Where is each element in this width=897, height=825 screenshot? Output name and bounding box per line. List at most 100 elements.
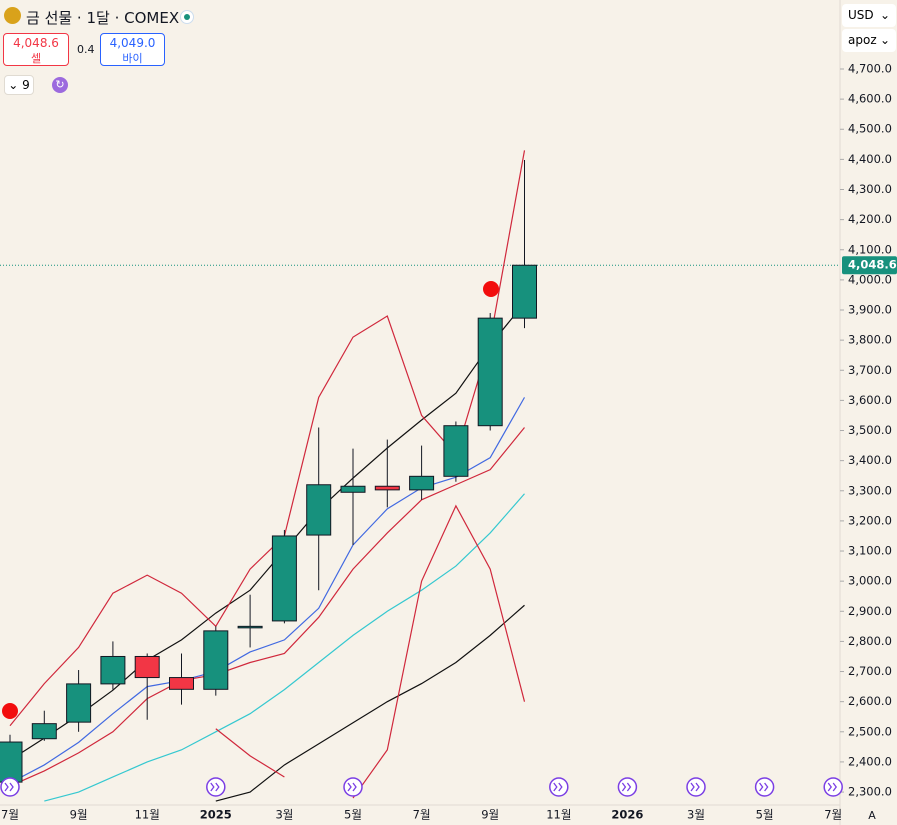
candle-body	[409, 475, 435, 491]
x-tick-label: 11월	[546, 808, 571, 822]
y-tick-label: 2,400.0	[848, 754, 892, 768]
currency: USD	[848, 8, 874, 22]
y-tick-label: 4,000.0	[848, 272, 892, 286]
y-tick-label: 4,500.0	[848, 122, 892, 136]
indicator-toggle[interactable]: ⌄ 9	[4, 75, 34, 95]
candle-body	[443, 425, 469, 477]
signal-marker	[483, 281, 499, 297]
event-icon	[754, 777, 775, 797]
candle-body	[203, 630, 229, 690]
x-tick-label: 5월	[344, 808, 362, 822]
y-tick-label: 3,300.0	[848, 483, 892, 497]
indicator-line	[44, 493, 525, 802]
event-icon-glyph	[210, 782, 220, 792]
buy-label: 바이	[122, 52, 143, 65]
candle-body	[271, 535, 297, 622]
x-tick-label: 7월	[1, 808, 19, 822]
symbol-title[interactable]: 금 선물 · 1달 · COMEX	[26, 9, 180, 27]
event-icon	[206, 777, 226, 797]
x-tick-label: 2025	[200, 808, 232, 822]
y-tick-label: 4,400.0	[848, 152, 892, 166]
y-tick-label: 3,000.0	[848, 574, 892, 588]
y-tick-label: 2,800.0	[848, 634, 892, 648]
y-tick-label: 3,500.0	[848, 423, 892, 437]
y-tick-label: 2,700.0	[848, 664, 892, 678]
sell-price: 4,048.6	[13, 36, 59, 50]
indicator-line	[9, 302, 525, 761]
event-icon-glyph	[621, 782, 632, 792]
event-icon	[686, 777, 706, 797]
x-tick-label: 2026	[611, 808, 643, 822]
last-price-label: 4,048.6	[848, 258, 897, 272]
y-tick-label: 4,100.0	[848, 242, 892, 256]
candle-body	[306, 484, 332, 536]
event-icon-glyph	[4, 782, 14, 792]
y-tick-label: 2,500.0	[848, 724, 892, 738]
y-tick-label: 4,300.0	[848, 182, 892, 196]
y-tick-label: 2,900.0	[848, 604, 892, 618]
candle-body	[134, 655, 160, 679]
indicator-line	[9, 427, 525, 787]
symbol-icon	[4, 7, 21, 24]
event-icon	[343, 777, 363, 797]
indicator-count: 9	[22, 78, 30, 92]
indicator-line	[215, 604, 525, 802]
candle-body	[66, 683, 92, 723]
y-tick-label: 3,200.0	[848, 513, 892, 527]
candle-body	[340, 485, 366, 493]
x-tick-label: 3월	[687, 808, 705, 822]
x-tick-label: 9월	[481, 808, 499, 822]
candle-body	[100, 655, 126, 685]
candle-body	[31, 723, 57, 740]
candle-body	[477, 317, 503, 427]
spread: 0.4	[77, 43, 95, 56]
candle-body	[237, 625, 263, 629]
event-icon-glyph	[827, 782, 838, 792]
x-tick-label: 7월	[413, 808, 431, 822]
event-icon-glyph	[347, 782, 357, 792]
candle-body	[169, 677, 194, 690]
event-icon	[549, 777, 569, 797]
sell-button[interactable]: 4,048.6 셀	[3, 33, 69, 66]
indicator-line	[9, 150, 526, 727]
y-tick-label: 3,900.0	[848, 303, 892, 317]
event-icon	[0, 777, 20, 797]
x-tick-label: 7월	[824, 808, 842, 822]
candle-body	[0, 741, 23, 783]
last-price-badge	[842, 256, 897, 275]
event-icon	[823, 777, 843, 797]
buy-button[interactable]: 4,049.0 바이	[100, 33, 165, 66]
y-tick-label: 4,700.0	[848, 61, 892, 75]
plot-area	[0, 150, 840, 802]
event-icon-glyph	[553, 782, 563, 792]
y-tick-label: 2,600.0	[848, 694, 892, 708]
x-tick-label: 11월	[135, 808, 160, 822]
y-tick-label: 2,300.0	[848, 785, 892, 799]
scale-mode[interactable]: A	[868, 809, 876, 822]
sell-label: 셀	[30, 52, 42, 65]
unit: apoz	[848, 33, 877, 47]
y-tick-label: 3,600.0	[848, 393, 892, 407]
unit-select[interactable]: apoz ⌄	[842, 29, 896, 52]
y-tick-label: 3,700.0	[848, 363, 892, 377]
refresh-icon[interactable]: ↻	[52, 77, 68, 93]
y-tick-label: 3,100.0	[848, 544, 892, 558]
event-icon-glyph	[759, 782, 769, 792]
candle-body	[374, 485, 400, 491]
x-tick-label: 9월	[70, 808, 88, 822]
y-tick-label: 4,200.0	[848, 212, 892, 226]
indicator-line	[9, 397, 526, 784]
buy-price: 4,049.0	[109, 36, 156, 50]
y-tick-label: 3,800.0	[848, 333, 892, 347]
candle-body	[512, 264, 537, 319]
x-tick-label: 3월	[275, 808, 293, 822]
y-tick-label: 3,400.0	[848, 453, 892, 467]
x-tick-label: 5월	[756, 808, 774, 822]
market-status[interactable]	[180, 10, 194, 24]
indicator-line	[215, 504, 526, 799]
signal-marker	[2, 703, 18, 719]
currency-select[interactable]: USD ⌄	[842, 4, 896, 27]
